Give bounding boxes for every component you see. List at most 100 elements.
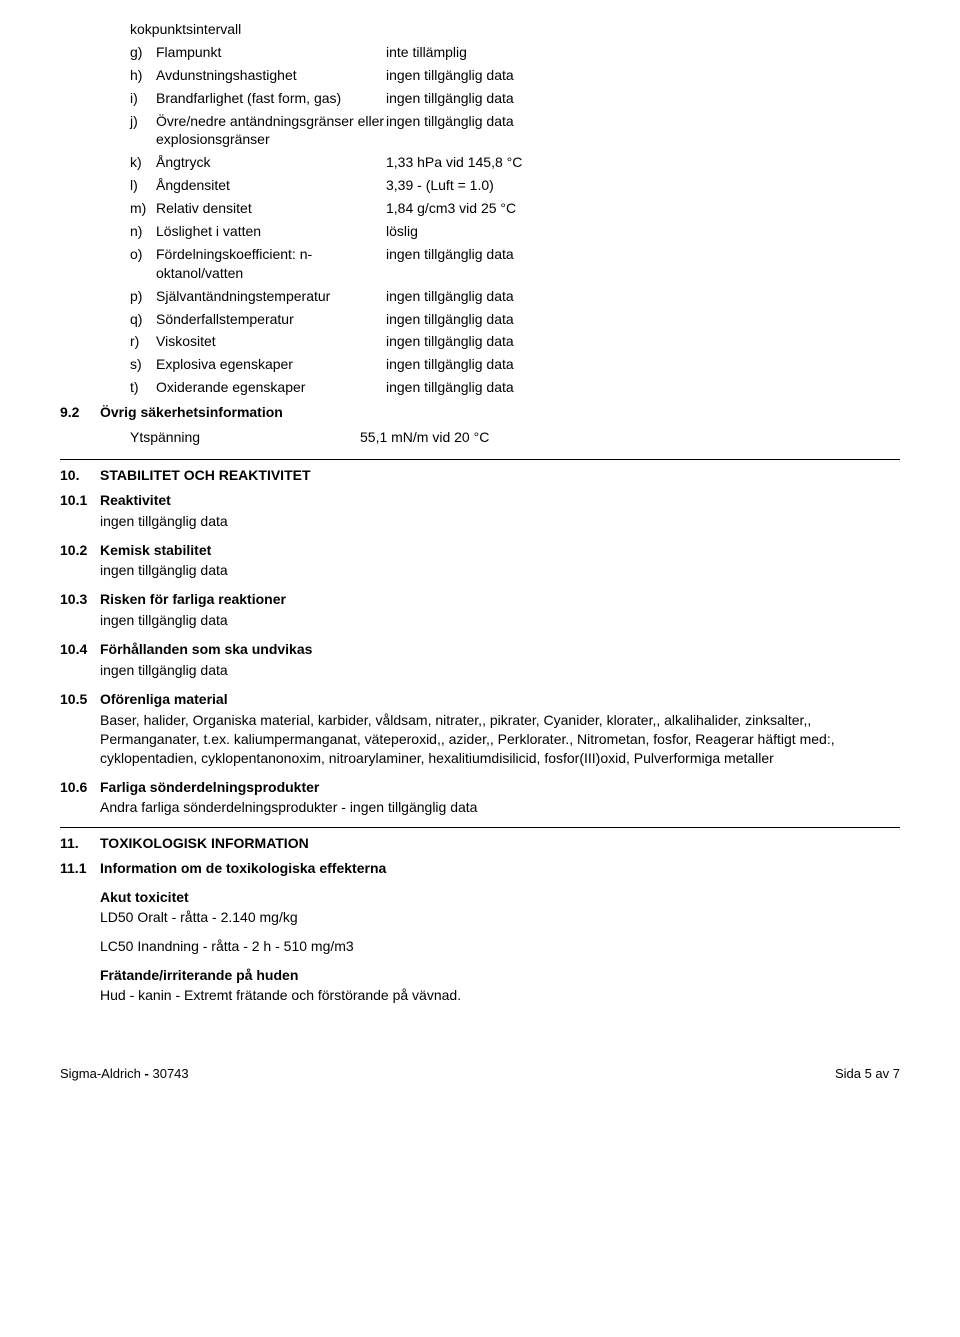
section-title: STABILITET OCH REAKTIVITET: [100, 466, 311, 485]
subsection-title: Kemisk stabilitet: [100, 541, 211, 560]
prop-row: k) Ångtryck 1,33 hPa vid 145,8 °C: [130, 153, 900, 172]
section-num: 11.: [60, 834, 100, 853]
prop-row: m) Relativ densitet 1,84 g/cm3 vid 25 °C: [130, 199, 900, 218]
prop-letter: i): [130, 89, 156, 108]
prop-letter: p): [130, 287, 156, 306]
section-10-1: 10.1 Reaktivitet: [60, 491, 900, 510]
subsection-body: Baser, halider, Organiska material, karb…: [100, 711, 900, 768]
section-10-2: 10.2 Kemisk stabilitet: [60, 541, 900, 560]
section-num: 10.: [60, 466, 100, 485]
prop-row: i) Brandfarlighet (fast form, gas) ingen…: [130, 89, 900, 108]
prop-value: löslig: [386, 222, 900, 241]
subsection-body: ingen tillgänglig data: [100, 561, 900, 580]
prop-letter: j): [130, 112, 156, 150]
kokpunktsintervall-label: kokpunktsintervall: [130, 20, 900, 39]
prop-value: 1,84 g/cm3 vid 25 °C: [386, 199, 900, 218]
ytspanning-value: 55,1 mN/m vid 20 °C: [360, 428, 489, 447]
prop-row: l) Ångdensitet 3,39 - (Luft = 1.0): [130, 176, 900, 195]
prop-label: Ångtryck: [156, 153, 386, 172]
prop-row: s) Explosiva egenskaper ingen tillgängli…: [130, 355, 900, 374]
subsection-num: 10.6: [60, 778, 100, 797]
footer-right: Sida 5 av 7: [835, 1065, 900, 1083]
prop-value: ingen tillgänglig data: [386, 332, 900, 351]
prop-label: Fördelningskoefficient: n-oktanol/vatten: [156, 245, 386, 283]
prop-label: Självantändningstemperatur: [156, 287, 386, 306]
prop-row: p) Självantändningstemperatur ingen till…: [130, 287, 900, 306]
prop-value: ingen tillgänglig data: [386, 66, 900, 85]
subsection-num: 10.1: [60, 491, 100, 510]
fratande-line: Hud - kanin - Extremt frätande och först…: [100, 986, 900, 1005]
ytspanning-label: Ytspänning: [130, 428, 360, 447]
section-title: TOXIKOLOGISK INFORMATION: [100, 834, 309, 853]
prop-letter: n): [130, 222, 156, 241]
prop-value: ingen tillgänglig data: [386, 112, 900, 150]
prop-letter: m): [130, 199, 156, 218]
subsection-num: 10.5: [60, 690, 100, 709]
prop-letter: g): [130, 43, 156, 62]
divider: [60, 827, 900, 828]
section-9-2: 9.2 Övrig säkerhetsinformation: [60, 403, 900, 422]
prop-letter: q): [130, 310, 156, 329]
subsection-num: 11.1: [60, 859, 100, 878]
prop-label: Relativ densitet: [156, 199, 386, 218]
prop-value: ingen tillgänglig data: [386, 378, 900, 397]
akut-toxicitet-block: Akut toxicitet LD50 Oralt - råtta - 2.14…: [100, 888, 900, 927]
prop-label: Sönderfallstemperatur: [156, 310, 386, 329]
prop-label: Övre/nedre antändningsgränser eller expl…: [156, 112, 386, 150]
prop-value: ingen tillgänglig data: [386, 310, 900, 329]
divider: [60, 459, 900, 460]
akut-line: LC50 Inandning - råtta - 2 h - 510 mg/m3: [100, 937, 900, 956]
prop-label: Brandfarlighet (fast form, gas): [156, 89, 386, 108]
akut-line: LD50 Oralt - råtta - 2.140 mg/kg: [100, 908, 900, 927]
prop-label: Viskositet: [156, 332, 386, 351]
ytspanning-row: Ytspänning 55,1 mN/m vid 20 °C: [130, 428, 900, 447]
prop-letter: s): [130, 355, 156, 374]
footer-brand: Sigma-Aldrich: [60, 1066, 141, 1081]
prop-label: Flampunkt: [156, 43, 386, 62]
subsection-title: Förhållanden som ska undvikas: [100, 640, 312, 659]
prop-value: ingen tillgänglig data: [386, 245, 900, 283]
section-10-6: 10.6 Farliga sönderdelningsprodukter: [60, 778, 900, 797]
section-title: Övrig säkerhetsinformation: [100, 403, 283, 422]
subsection-body: Andra farliga sönderdelningsprodukter - …: [100, 798, 900, 817]
subsection-title: Risken för farliga reaktioner: [100, 590, 286, 609]
prop-value: 1,33 hPa vid 145,8 °C: [386, 153, 900, 172]
prop-row: h) Avdunstningshastighet ingen tillgängl…: [130, 66, 900, 85]
section-10-4: 10.4 Förhållanden som ska undvikas: [60, 640, 900, 659]
subsection-body: ingen tillgänglig data: [100, 661, 900, 680]
prop-row: t) Oxiderande egenskaper ingen tillgängl…: [130, 378, 900, 397]
properties-list: g) Flampunkt inte tillämplig h) Avdunstn…: [130, 43, 900, 397]
section-10-5: 10.5 Oförenliga material: [60, 690, 900, 709]
section-11-head: 11. TOXIKOLOGISK INFORMATION: [60, 834, 900, 853]
prop-letter: h): [130, 66, 156, 85]
prop-row: j) Övre/nedre antändningsgränser eller e…: [130, 112, 900, 150]
prop-letter: o): [130, 245, 156, 283]
subsection-num: 10.4: [60, 640, 100, 659]
prop-row: o) Fördelningskoefficient: n-oktanol/vat…: [130, 245, 900, 283]
akut-title: Akut toxicitet: [100, 888, 900, 907]
prop-row: g) Flampunkt inte tillämplig: [130, 43, 900, 62]
prop-value: ingen tillgänglig data: [386, 89, 900, 108]
page-footer: Sigma-Aldrich - 30743 Sida 5 av 7: [60, 1065, 900, 1083]
prop-letter: k): [130, 153, 156, 172]
section-10-3: 10.3 Risken för farliga reaktioner: [60, 590, 900, 609]
prop-value: inte tillämplig: [386, 43, 900, 62]
subsection-title: Farliga sönderdelningsprodukter: [100, 778, 319, 797]
subsection-title: Oförenliga material: [100, 690, 228, 709]
section-10-head: 10. STABILITET OCH REAKTIVITET: [60, 466, 900, 485]
fratande-block: Frätande/irriterande på huden Hud - kani…: [100, 966, 900, 1005]
prop-letter: t): [130, 378, 156, 397]
prop-label: Avdunstningshastighet: [156, 66, 386, 85]
subsection-title: Reaktivitet: [100, 491, 171, 510]
prop-label: Löslighet i vatten: [156, 222, 386, 241]
prop-row: q) Sönderfallstemperatur ingen tillgängl…: [130, 310, 900, 329]
prop-letter: r): [130, 332, 156, 351]
prop-row: r) Viskositet ingen tillgänglig data: [130, 332, 900, 351]
footer-left: Sigma-Aldrich - 30743: [60, 1065, 189, 1083]
subsection-num: 10.2: [60, 541, 100, 560]
prop-value: 3,39 - (Luft = 1.0): [386, 176, 900, 195]
prop-letter: l): [130, 176, 156, 195]
footer-code: 30743: [152, 1066, 188, 1081]
section-num: 9.2: [60, 403, 100, 422]
prop-value: ingen tillgänglig data: [386, 355, 900, 374]
